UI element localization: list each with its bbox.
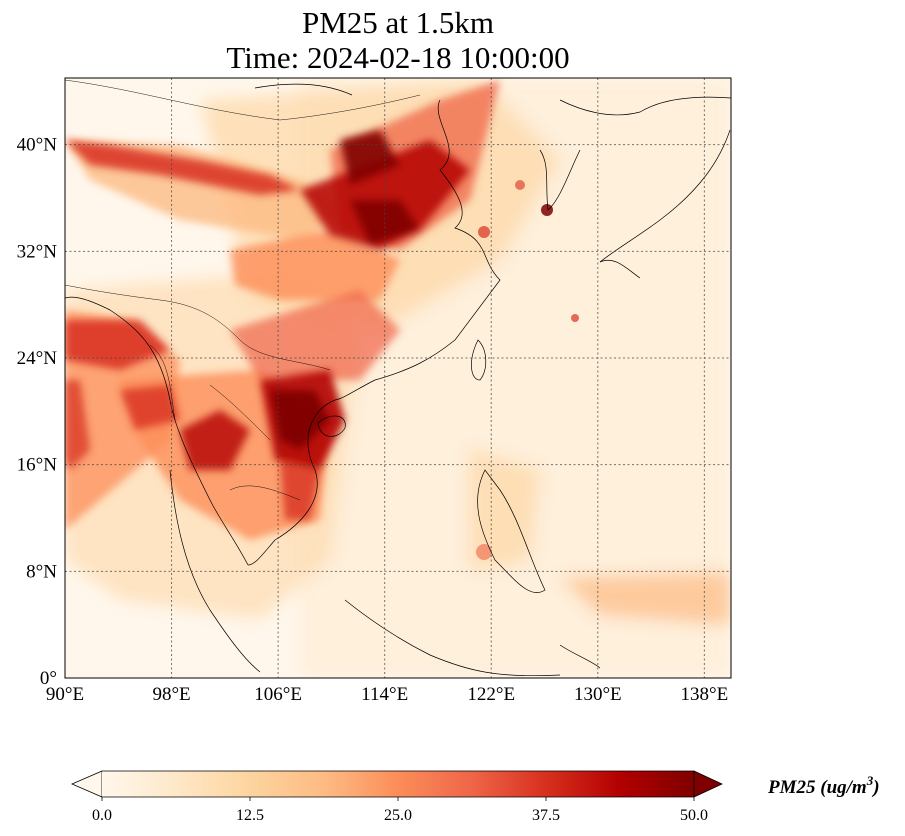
colorbar-tick-label: 25.0	[384, 807, 412, 824]
colorbar-ticks: 0.0 12.5 25.0 37.5 50.0	[92, 797, 708, 824]
map-panel	[65, 78, 731, 678]
y-tick-labels: 0° 8°N 16°N 24°N 32°N 40°N	[17, 135, 58, 689]
map-title-line-2: Time: 2024-02-18 10:00:00	[226, 40, 570, 75]
colorbar-extend-max	[693, 770, 723, 798]
country-borders	[65, 79, 421, 501]
colorbar: 0.0 12.5 25.0 37.5 50.0 PM25 (ug/m3)	[70, 770, 880, 824]
x-tick-label: 90°E	[46, 684, 84, 705]
map-title-line-1: PM25 at 1.5km	[301, 5, 495, 40]
colorbar-tick-label: 12.5	[236, 807, 264, 824]
x-tick-labels: 90°E 98°E 106°E 114°E 122°E 130°E 138°E	[46, 684, 728, 705]
coastlines	[65, 83, 731, 677]
y-tick-label: 32°N	[17, 241, 58, 262]
x-tick-label: 122°E	[467, 684, 515, 705]
colorbar-extend-min	[70, 770, 103, 798]
x-tick-label: 130°E	[574, 684, 622, 705]
colorbar-tick-label: 37.5	[532, 807, 560, 824]
y-tick-label: 40°N	[17, 135, 58, 156]
colorbar-tick-label: 0.0	[92, 807, 112, 824]
gridlines	[65, 78, 731, 678]
pm25-field	[65, 78, 731, 678]
x-tick-label: 138°E	[681, 684, 729, 705]
y-tick-label: 8°N	[26, 561, 57, 582]
y-tick-label: 24°N	[17, 348, 58, 369]
x-tick-label: 114°E	[361, 684, 408, 705]
x-tick-label: 98°E	[152, 684, 190, 705]
colorbar-title: PM25 (ug/m3)	[767, 773, 880, 798]
map-frame	[64, 77, 732, 679]
colorbar-bar	[102, 771, 694, 797]
x-tick-label: 106°E	[254, 684, 302, 705]
y-tick-label: 0°	[40, 668, 57, 689]
colorbar-tick-label: 50.0	[680, 807, 708, 824]
y-tick-label: 16°N	[17, 455, 58, 476]
